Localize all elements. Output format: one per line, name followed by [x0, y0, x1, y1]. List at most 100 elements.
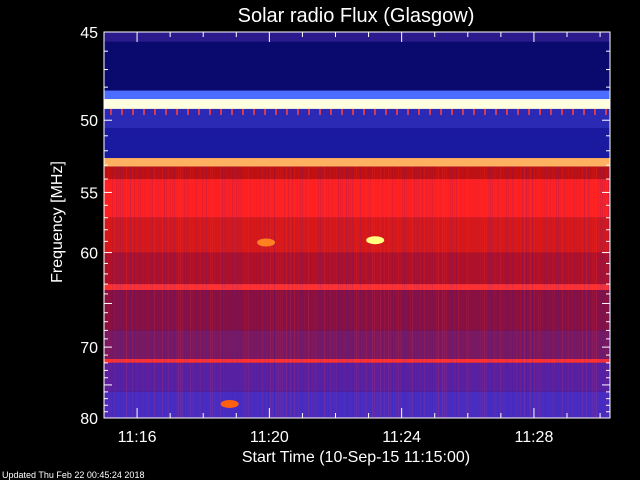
line-texture: [275, 108, 277, 115]
line-texture: [341, 108, 343, 115]
line-texture: [561, 108, 563, 115]
texture-streak: [332, 166, 333, 418]
texture-streak: [262, 166, 263, 418]
texture-streak: [498, 166, 499, 418]
texture-streak: [412, 166, 413, 418]
texture-streak: [272, 166, 273, 418]
texture-streak: [140, 166, 141, 418]
texture-streak: [278, 166, 279, 418]
texture-streak: [288, 166, 289, 418]
texture-streak: [194, 167, 195, 418]
texture-streak: [488, 166, 489, 418]
texture-streak: [358, 166, 359, 418]
texture-streak: [526, 166, 527, 418]
line-texture: [242, 108, 244, 115]
texture-streak: [118, 166, 119, 418]
texture-streak: [580, 167, 581, 418]
band-1: [104, 41, 610, 91]
texture-streak: [310, 167, 311, 418]
band-3: [104, 99, 610, 109]
x-tick-label: 11:16: [118, 429, 157, 446]
texture-streak: [410, 166, 411, 418]
texture-streak: [440, 167, 441, 418]
texture-streak: [592, 166, 593, 418]
texture-streak: [218, 167, 219, 418]
line-texture: [154, 108, 156, 115]
texture-streak: [184, 166, 185, 418]
line-texture: [176, 108, 178, 115]
texture-streak: [342, 166, 343, 418]
texture-streak: [196, 166, 197, 418]
texture-streak: [148, 166, 149, 418]
texture-streak: [446, 166, 447, 418]
texture-streak: [304, 167, 305, 418]
texture-streak: [348, 166, 349, 418]
texture-streak: [106, 167, 107, 418]
texture-streak: [296, 167, 297, 418]
line-texture: [396, 108, 398, 115]
texture-streak: [354, 166, 355, 418]
texture-streak: [460, 167, 461, 418]
line-texture: [352, 108, 354, 115]
line-texture: [517, 108, 519, 115]
texture-streak: [334, 167, 335, 418]
texture-streak: [208, 167, 209, 418]
texture-streak: [138, 166, 139, 418]
line-texture: [319, 108, 321, 115]
texture-streak: [424, 166, 425, 418]
texture-streak: [190, 166, 191, 418]
texture-streak: [546, 166, 547, 418]
texture-streak: [312, 167, 313, 418]
band-12: [104, 290, 610, 331]
texture-streak: [600, 166, 601, 418]
texture-streak: [116, 166, 117, 418]
texture-streak: [254, 167, 255, 418]
texture-streak: [384, 166, 385, 418]
band-16: [104, 391, 610, 418]
line-texture: [253, 108, 255, 115]
texture-streak: [242, 167, 243, 418]
texture-streak: [280, 166, 281, 418]
line-texture: [110, 108, 112, 115]
line-texture: [506, 108, 508, 115]
texture-streak: [598, 166, 599, 418]
band-9: [104, 217, 610, 253]
texture-streak: [364, 167, 365, 418]
texture-streak: [530, 166, 531, 418]
texture-streak: [176, 166, 177, 418]
texture-streak: [458, 166, 459, 418]
texture-streak: [284, 166, 285, 418]
line-texture: [528, 108, 530, 115]
texture-streak: [152, 166, 153, 418]
y-tick-label-70: 70: [80, 340, 98, 357]
texture-streak: [322, 166, 323, 418]
texture-streak: [182, 166, 183, 418]
texture-streak: [486, 166, 487, 418]
texture-streak: [560, 167, 561, 418]
texture-streak: [532, 166, 533, 418]
line-texture: [330, 108, 332, 115]
texture-streak: [150, 166, 151, 418]
texture-streak: [554, 166, 555, 418]
texture-streak: [186, 166, 187, 418]
texture-streak: [538, 166, 539, 418]
texture-streak: [374, 166, 375, 418]
texture-streak: [544, 166, 545, 418]
line-texture: [220, 108, 222, 115]
texture-streak: [230, 166, 231, 418]
texture-streak: [376, 166, 377, 418]
texture-streak: [282, 166, 283, 418]
band-2: [104, 90, 610, 100]
texture-streak: [270, 166, 271, 418]
texture-streak: [506, 166, 507, 418]
texture-streak: [500, 166, 501, 418]
line-texture: [451, 108, 453, 115]
texture-streak: [274, 166, 275, 418]
x-tick-label: 11:28: [515, 429, 554, 446]
texture-streak: [436, 166, 437, 418]
line-texture: [187, 108, 189, 115]
texture-streak: [432, 166, 433, 418]
texture-streak: [178, 166, 179, 418]
texture-streak: [324, 166, 325, 418]
texture-streak: [292, 166, 293, 418]
